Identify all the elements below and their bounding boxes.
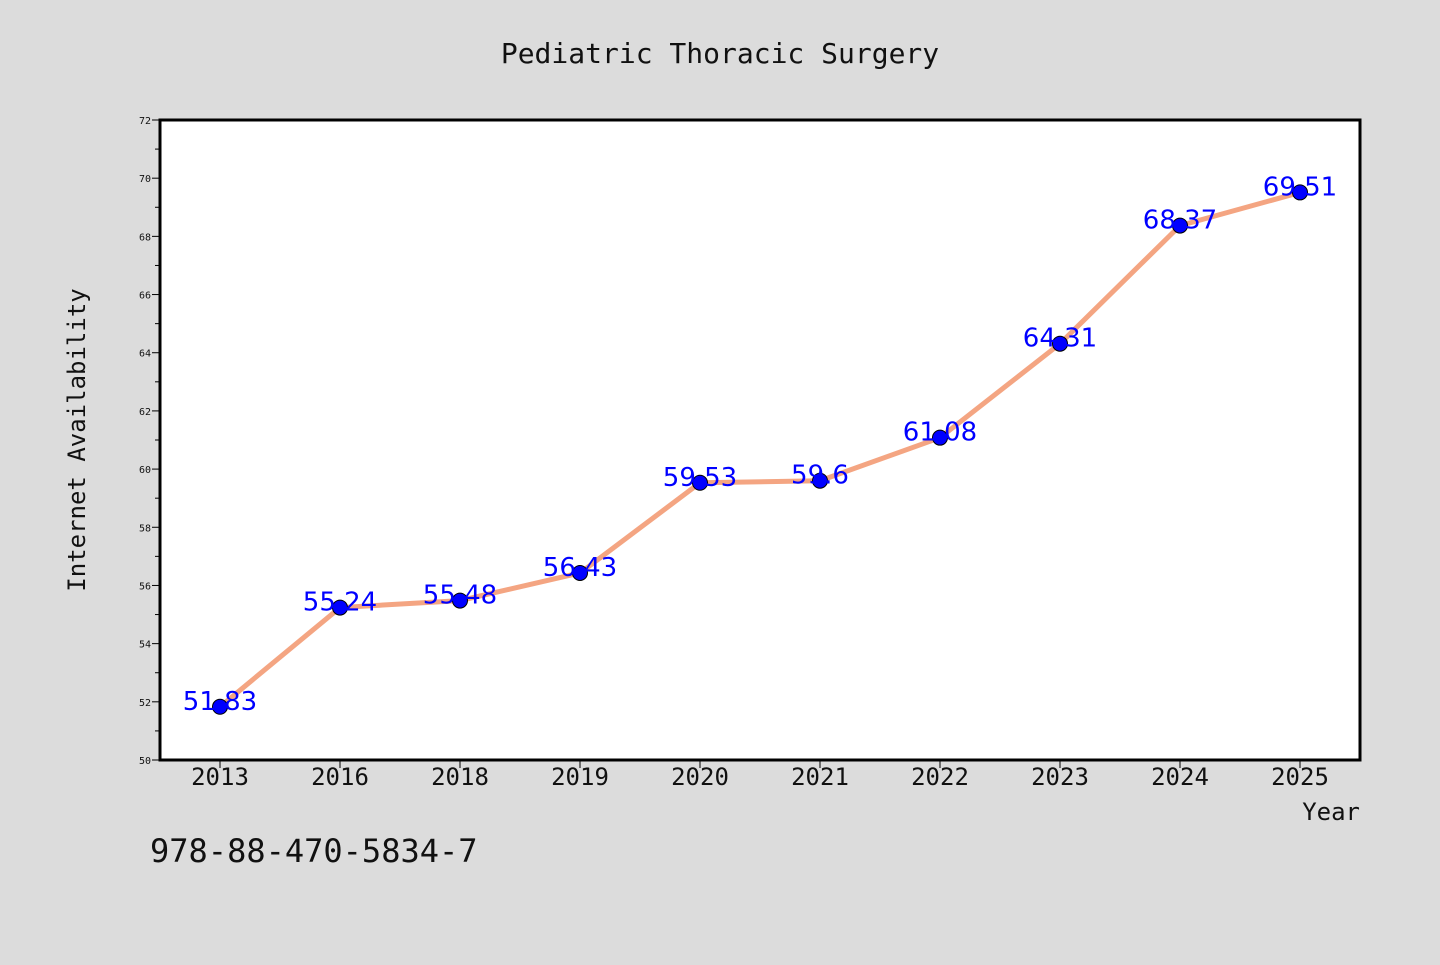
y-tick-label: 60	[139, 465, 151, 476]
data-label: 56.43	[543, 553, 617, 583]
data-label: 55.48	[423, 581, 497, 611]
plot-area	[160, 120, 1360, 760]
data-point	[1172, 217, 1188, 234]
plot-frame	[158, 118, 1362, 762]
y-axis-label: Internet Availability	[63, 288, 91, 591]
y-tick-label: 52	[139, 698, 151, 709]
series-line	[217, 189, 1303, 710]
x-tick-label: 2023	[1031, 763, 1089, 791]
x-tick-label: 2018	[431, 763, 489, 791]
data-label: 64.31	[1023, 324, 1097, 354]
data-label: 59.6	[791, 461, 849, 491]
data-point	[332, 599, 348, 616]
x-tick-label: 2020	[671, 763, 729, 791]
data-label: 55.24	[303, 588, 377, 618]
x-tick-label: 2021	[791, 763, 849, 791]
y-tick-label: 54	[139, 640, 151, 651]
y-tick-label: 70	[139, 174, 151, 185]
data-label: 61.08	[903, 418, 977, 448]
data-point	[1052, 335, 1068, 352]
y-tick-label: 62	[139, 407, 151, 418]
x-axis-label: Year	[1302, 798, 1360, 826]
y-tick-label: 64	[139, 349, 151, 360]
x-tick-label: 2019	[551, 763, 609, 791]
y-tick-label: 68	[139, 232, 151, 243]
series-markers	[212, 184, 1308, 715]
data-point	[1292, 184, 1308, 201]
y-tick-label: 66	[139, 291, 151, 302]
x-tick-label: 2022	[911, 763, 969, 791]
data-label: 69.51	[1263, 172, 1337, 202]
data-point	[452, 592, 468, 609]
x-axis: 2013 2016 2018 2019 2020 2021 2022 2023 2024 2025	[191, 760, 1329, 791]
data-point	[812, 472, 828, 489]
y-axis: 50 52 54 56 58 60 62 64 66 68 70 72	[139, 116, 160, 767]
x-tick-label: 2025	[1271, 763, 1329, 791]
chart-title: Pediatric Thoracic Surgery	[501, 37, 939, 70]
isbn-caption: 978-88-470-5834-7	[150, 832, 478, 870]
y-tick-label: 72	[139, 116, 151, 127]
data-point	[932, 429, 948, 446]
y-tick-label: 58	[139, 523, 151, 534]
x-tick-label: 2024	[1151, 763, 1209, 791]
y-tick-label: 56	[139, 581, 151, 592]
data-label: 68.37	[1143, 206, 1217, 236]
x-tick-label: 2013	[191, 763, 249, 791]
data-labels: 51.83 55.24 55.48 56.43 59.53 59.6 61.08 64.31 6…	[183, 172, 1337, 716]
data-label: 51.83	[183, 687, 257, 717]
y-tick-label: 50	[139, 756, 151, 767]
data-label: 59.53	[663, 463, 737, 493]
data-point	[572, 564, 588, 581]
data-point	[692, 474, 708, 491]
data-point	[212, 698, 228, 715]
x-tick-label: 2016	[311, 763, 369, 791]
